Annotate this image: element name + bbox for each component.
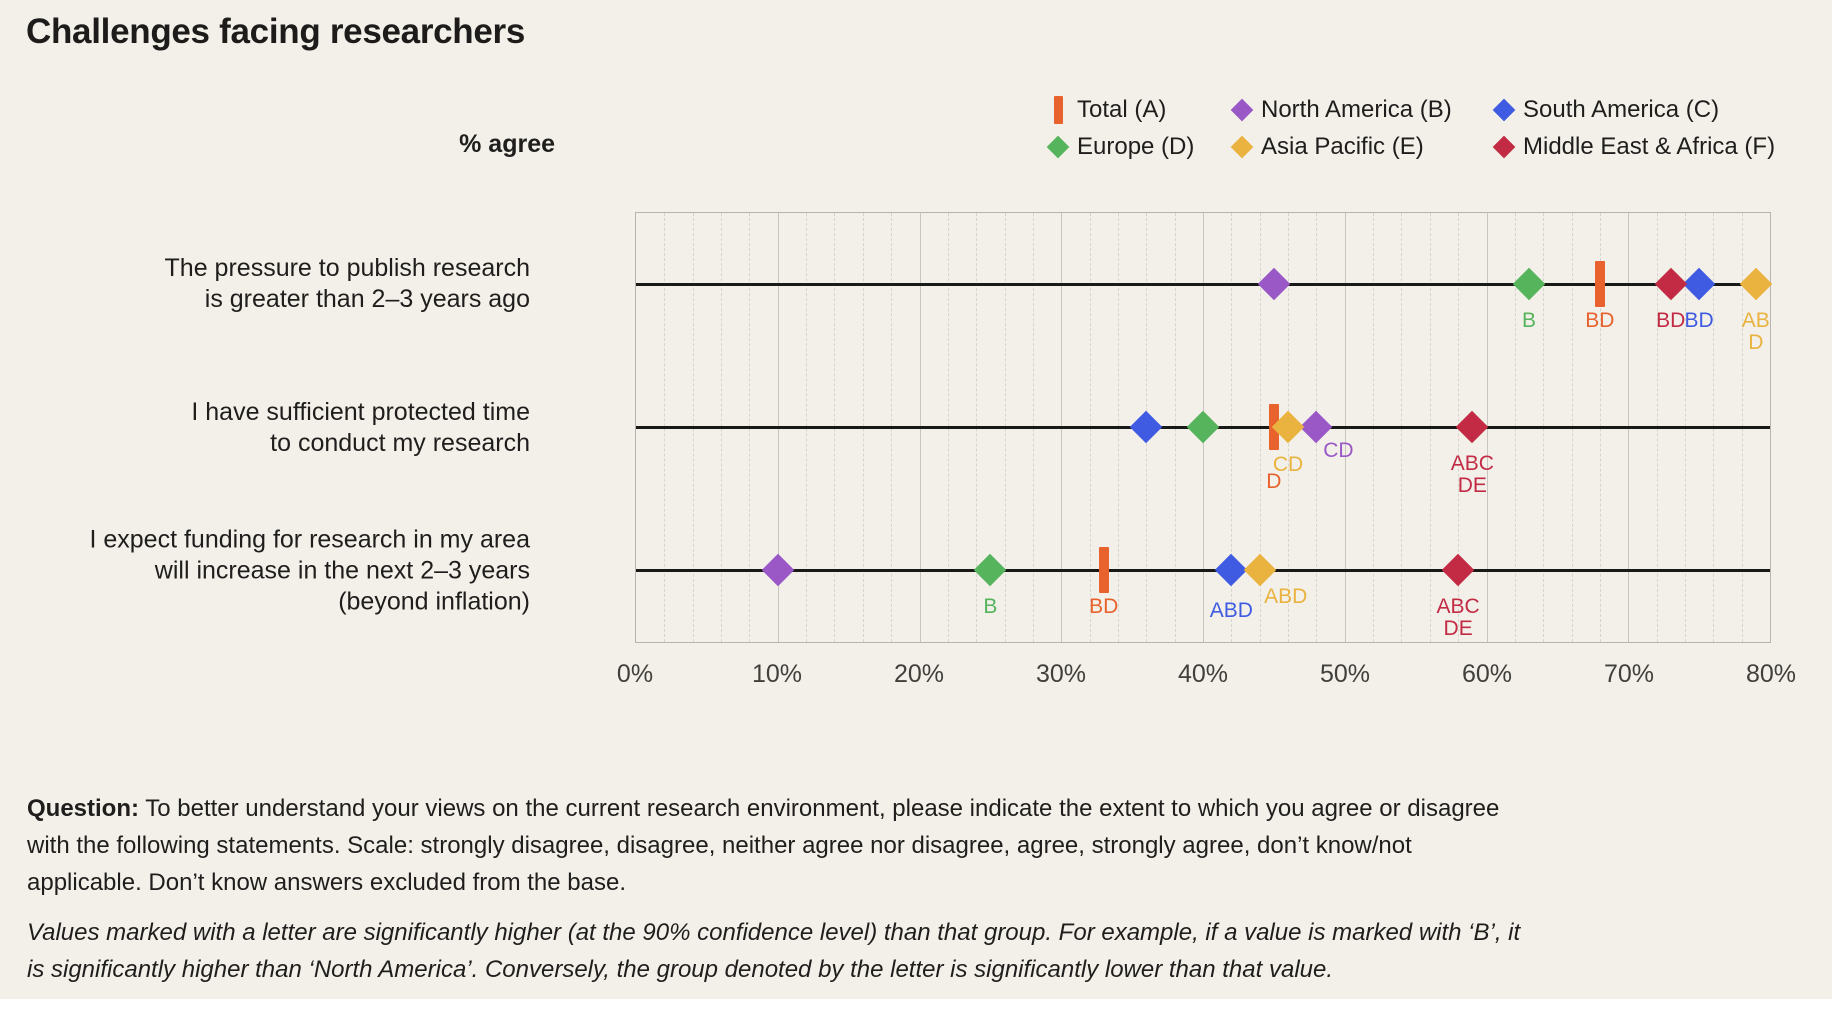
- significance-label-europe: B: [983, 595, 998, 619]
- x-axis: 0% 10% 20% 30% 40% 50% 60% 70% 80%: [617, 660, 1796, 692]
- marker-south-america-diamond: [1682, 268, 1716, 301]
- significance-label-asia-pacific: CD: [1272, 453, 1304, 477]
- marker-middle-east-africa-diamond: [1441, 554, 1475, 587]
- row-labels: The pressure to publish research is grea…: [0, 212, 585, 643]
- marker-middle-east-africa-diamond: [1456, 411, 1489, 444]
- row-label: The pressure to publish research is grea…: [164, 253, 530, 313]
- row-line: [636, 568, 1770, 572]
- legend-label: Middle East & Africa (F): [1523, 133, 1776, 160]
- row-line: [636, 282, 1770, 286]
- marker-asia-pacific-diamond: [1243, 554, 1276, 587]
- significance-label-middle-east-africa: BD: [1656, 309, 1686, 333]
- significance-label-south-america: ABD: [1209, 599, 1253, 623]
- significance-label-middle-east-africa: ABC DE: [1450, 452, 1494, 498]
- marker-north-america-diamond: [761, 554, 795, 587]
- asia-pacific-e-diamond-icon: [1230, 135, 1254, 159]
- x-axis-label: 80%: [1745, 660, 1797, 688]
- significance-label-north-america: CD: [1323, 439, 1354, 463]
- chart-row-3: BD ABD B ABD ABC DE: [636, 499, 1770, 642]
- significance-label-total: D: [1266, 470, 1282, 494]
- row-label: I expect funding for research in my area…: [89, 525, 530, 616]
- x-axis-label: 30%: [1035, 660, 1087, 688]
- significance-label-middle-east-africa: ABC DE: [1436, 595, 1480, 641]
- marker-south-america-diamond: [1130, 411, 1163, 444]
- significance-label-asia-pacific: ABD: [1264, 585, 1308, 609]
- legend-item-asia-pacific-e: Asia Pacific (E): [1230, 133, 1492, 161]
- marker-total-bar: [1098, 547, 1109, 594]
- marker-north-america-diamond: [1257, 268, 1291, 301]
- question-note: Question: To better understand your view…: [27, 790, 1532, 901]
- significance-label-total: BD: [1585, 309, 1615, 333]
- legend-label: North America (B): [1261, 96, 1452, 123]
- significance-label-asia-pacific: AB D: [1741, 309, 1770, 355]
- x-axis-label: 10%: [751, 660, 803, 688]
- x-axis-label: 0%: [616, 660, 654, 688]
- x-axis-label: 20%: [893, 660, 945, 688]
- legend-label: Total (A): [1077, 96, 1167, 123]
- significance-note: Values marked with a letter are signific…: [27, 919, 1521, 983]
- footer: Question: To better understand your view…: [27, 790, 1532, 1012]
- question-text: To better understand your views on the c…: [27, 795, 1500, 896]
- north-america-b-diamond-icon: [1230, 98, 1254, 122]
- chart-row-1: BD BD B AB D BD: [636, 213, 1773, 356]
- legend: Total (A) North America (B) South America …: [1046, 96, 1775, 161]
- marker-asia-pacific-diamond: [1739, 268, 1773, 301]
- europe-d-diamond-icon: [1046, 135, 1070, 159]
- marker-middle-east-africa-diamond: [1654, 268, 1688, 301]
- south-america-c-diamond-icon: [1492, 98, 1516, 122]
- x-axis-label: 70%: [1603, 660, 1655, 688]
- x-axis-label: 40%: [1177, 660, 1229, 688]
- marker-europe-diamond: [1512, 268, 1546, 301]
- legend-item-middle-east-africa-f: Middle East & Africa (F): [1492, 133, 1775, 161]
- total-bar-icon: [1046, 96, 1070, 124]
- legend-label: South America (C): [1523, 96, 1720, 123]
- marker-south-america-diamond: [1215, 554, 1248, 587]
- middle-east-africa-f-diamond-icon: [1492, 135, 1516, 159]
- plot-area: BD BD B AB D BD D CD CD ABC DE BD ABD B ABD ABC DE: [635, 212, 1773, 643]
- legend-label: Europe (D): [1077, 133, 1195, 160]
- page-title: Challenges facing researchers: [26, 12, 526, 51]
- bottom-strip: [0, 999, 1832, 1012]
- row-label: I have sufficient protected time to cond…: [191, 397, 530, 457]
- marker-europe-diamond: [974, 554, 1007, 587]
- significance-label-south-america: BD: [1684, 309, 1714, 333]
- value-axis-caption: % agree: [459, 130, 555, 158]
- significance-label-total: BD: [1089, 595, 1119, 619]
- marker-total-bar: [1594, 261, 1605, 308]
- legend-item-north-america-b: North America (B): [1230, 96, 1492, 124]
- legend-item-europe-d: Europe (D): [1046, 133, 1230, 161]
- legend-item-south-america-c: South America (C): [1492, 96, 1775, 124]
- marker-europe-diamond: [1186, 411, 1220, 444]
- chart-row-2: D CD CD ABC DE: [636, 356, 1770, 499]
- x-axis-label: 50%: [1319, 660, 1371, 688]
- x-axis-label: 60%: [1461, 660, 1513, 688]
- legend-label: Asia Pacific (E): [1261, 133, 1424, 160]
- significance-label-europe: B: [1522, 309, 1537, 333]
- question-label: Question:: [27, 795, 139, 822]
- legend-item-total-a: Total (A): [1046, 96, 1230, 124]
